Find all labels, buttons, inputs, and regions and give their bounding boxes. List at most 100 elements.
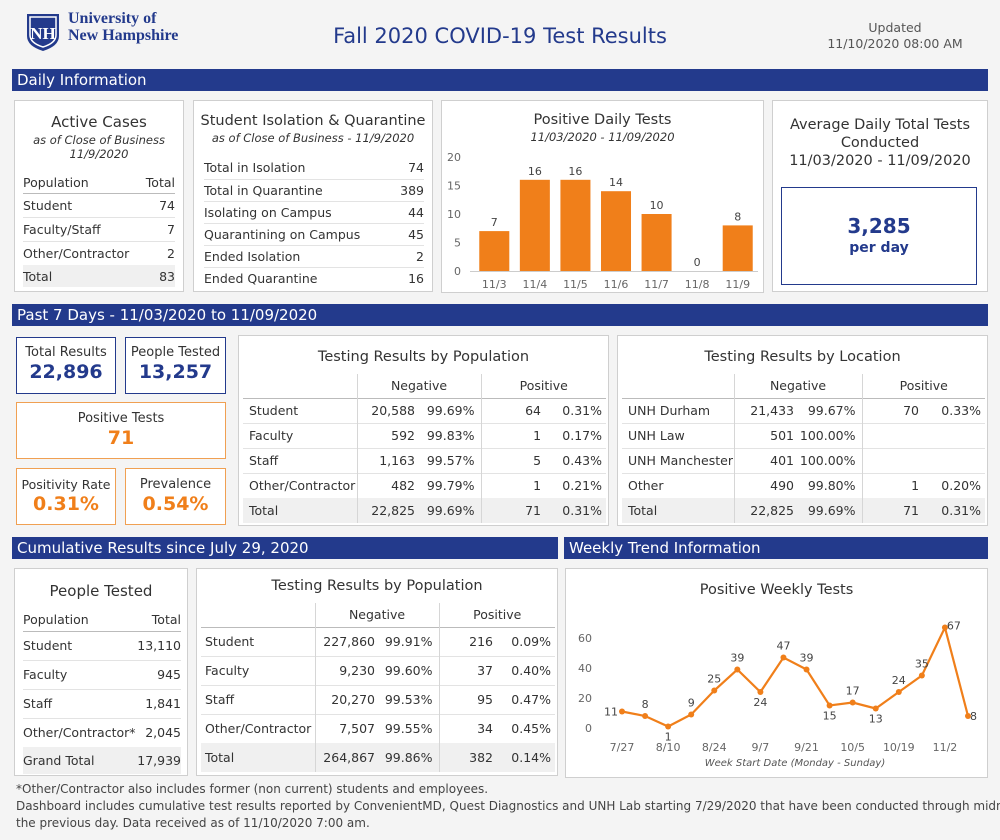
table-row: Ended Isolation 2 [204, 245, 424, 267]
pos-count: 5 [480, 448, 542, 473]
row-value: 2 [416, 248, 424, 264]
logo-letters: NH [30, 24, 56, 43]
positive-tests-label: Positive Tests [77, 411, 165, 426]
people-tested-label: People Tested [130, 345, 221, 360]
unh-logo: NH [25, 12, 61, 52]
pos-count: 1 [480, 423, 542, 448]
prevalence-label: Prevalence [139, 477, 212, 492]
pos-pct [919, 448, 985, 473]
active-cases-title: Active Cases [51, 113, 147, 131]
neg-pct: 99.69% [426, 503, 475, 518]
row-label: Staff [249, 453, 279, 468]
row-value: 7 [167, 221, 175, 237]
point-data-label: 17 [846, 685, 860, 698]
row-label: Ended Isolation [204, 248, 301, 264]
col-positive: Positive [438, 603, 556, 627]
col-negative: Negative [356, 374, 482, 398]
positive-tests-card: Positive Tests 71 [16, 402, 226, 459]
row-value: 16 [408, 270, 424, 286]
table-row: Other/Contractor 7,507 99.55% 34 0.45% [201, 714, 555, 743]
bar [519, 179, 550, 271]
x-tick-label: 9/21 [794, 741, 819, 754]
row-label: Student [249, 403, 299, 418]
pos-pct [919, 423, 985, 448]
cum-pop-title: Testing Results by Population [271, 578, 483, 594]
neg-count: 20,588 [356, 398, 415, 423]
total-label: Total [23, 268, 53, 284]
positivity-rate-value: 0.31% [33, 493, 99, 515]
row-value: 945 [157, 667, 181, 682]
y-tick-label: 0 [585, 722, 592, 735]
row-label: Other/Contractor [23, 245, 130, 261]
table-row: Student 13,110 [23, 631, 181, 660]
neg-pct: 100.00% [799, 453, 856, 468]
row-label: Other/Contractor [249, 478, 356, 494]
neg-pct: 99.91% [384, 634, 433, 649]
positivity-rate-card: Positivity Rate 0.31% [16, 468, 116, 525]
data-point [688, 711, 695, 718]
active-cases-panel: Active Cases as of Close of Business 11/… [14, 100, 184, 292]
neg-count: 482 [356, 473, 415, 498]
footnote-line2: Dashboard includes cumulative test resul… [16, 799, 1000, 813]
data-point [965, 713, 971, 719]
point-data-label: 11 [604, 706, 618, 719]
pos-count: 71 [861, 498, 920, 523]
table-row: Other/Contractor 2 [23, 241, 175, 265]
row-label: Student [23, 638, 73, 653]
neg-pct: 99.79% [426, 478, 475, 494]
point-data-label: 24 [753, 696, 767, 709]
pos-pct: 0.31% [941, 503, 982, 518]
x-tick-label: 11/3 [482, 278, 507, 291]
data-point [895, 689, 902, 695]
average-value-box: 3,285 per day [781, 187, 977, 285]
prevalence-card: Prevalence 0.54% [125, 468, 226, 525]
footnotes: *Other/Contractor also includes former (… [16, 781, 1000, 832]
positive-tests-value: 71 [107, 427, 135, 449]
table-row: Total in Isolation 74 [204, 157, 424, 179]
total-results-label: Total Results [25, 345, 107, 360]
table-row: Isolating on Campus 44 [204, 201, 424, 223]
daily-chart-title: Positive Daily Tests [533, 112, 672, 128]
point-data-label: 15 [823, 710, 837, 723]
neg-pct: 100.00% [799, 428, 856, 443]
total-label: Total [249, 503, 279, 518]
neg-pct: 99.53% [384, 692, 433, 707]
neg-count: 22,825 [356, 498, 415, 523]
neg-pct: 99.67% [807, 403, 856, 418]
total-label: Grand Total [23, 753, 95, 768]
university-line2: New Hampshire [68, 27, 179, 44]
x-tick-label: 8/24 [702, 741, 727, 754]
table-row: Quarantining on Campus 45 [204, 223, 424, 245]
pos-count: 64 [480, 398, 542, 423]
footnote-line1: *Other/Contractor also includes former (… [16, 782, 489, 796]
point-data-label: 1 [665, 731, 672, 744]
point-data-label: 13 [869, 713, 883, 726]
y-tick-label: 20 [578, 692, 592, 705]
x-tick-label: 11/7 [644, 278, 669, 291]
pos-pct: 0.43% [562, 453, 603, 468]
neg-count: 592 [356, 423, 415, 448]
table-row: Staff 1,841 [23, 689, 181, 718]
neg-count: 7,507 [314, 714, 375, 743]
row-label: UNH Durham [628, 403, 711, 418]
col-negative: Negative [733, 374, 863, 398]
point-data-label: 39 [800, 652, 814, 665]
row-value: 1,841 [145, 696, 181, 711]
pos-pct: 0.47% [511, 692, 552, 707]
x-tick-label: 10/19 [883, 741, 915, 754]
row-label: Total in Isolation [204, 160, 306, 176]
neg-count: 264,867 [314, 743, 375, 772]
x-tick-label: 11/9 [725, 278, 750, 291]
pos-count: 34 [438, 714, 494, 743]
pos-count: 95 [438, 685, 494, 714]
row-value: 44 [408, 204, 424, 220]
neg-count: 401 [733, 448, 794, 473]
pos-count: 1 [861, 473, 920, 498]
x-tick-label: 11/6 [604, 278, 629, 291]
pos-count [861, 448, 920, 473]
row-value: 2,045 [145, 725, 181, 741]
university-name: University of New Hampshire [68, 10, 178, 44]
y-tick-label: 5 [454, 237, 461, 250]
bar-data-label: 16 [528, 165, 542, 178]
y-tick-label: 60 [578, 632, 592, 645]
